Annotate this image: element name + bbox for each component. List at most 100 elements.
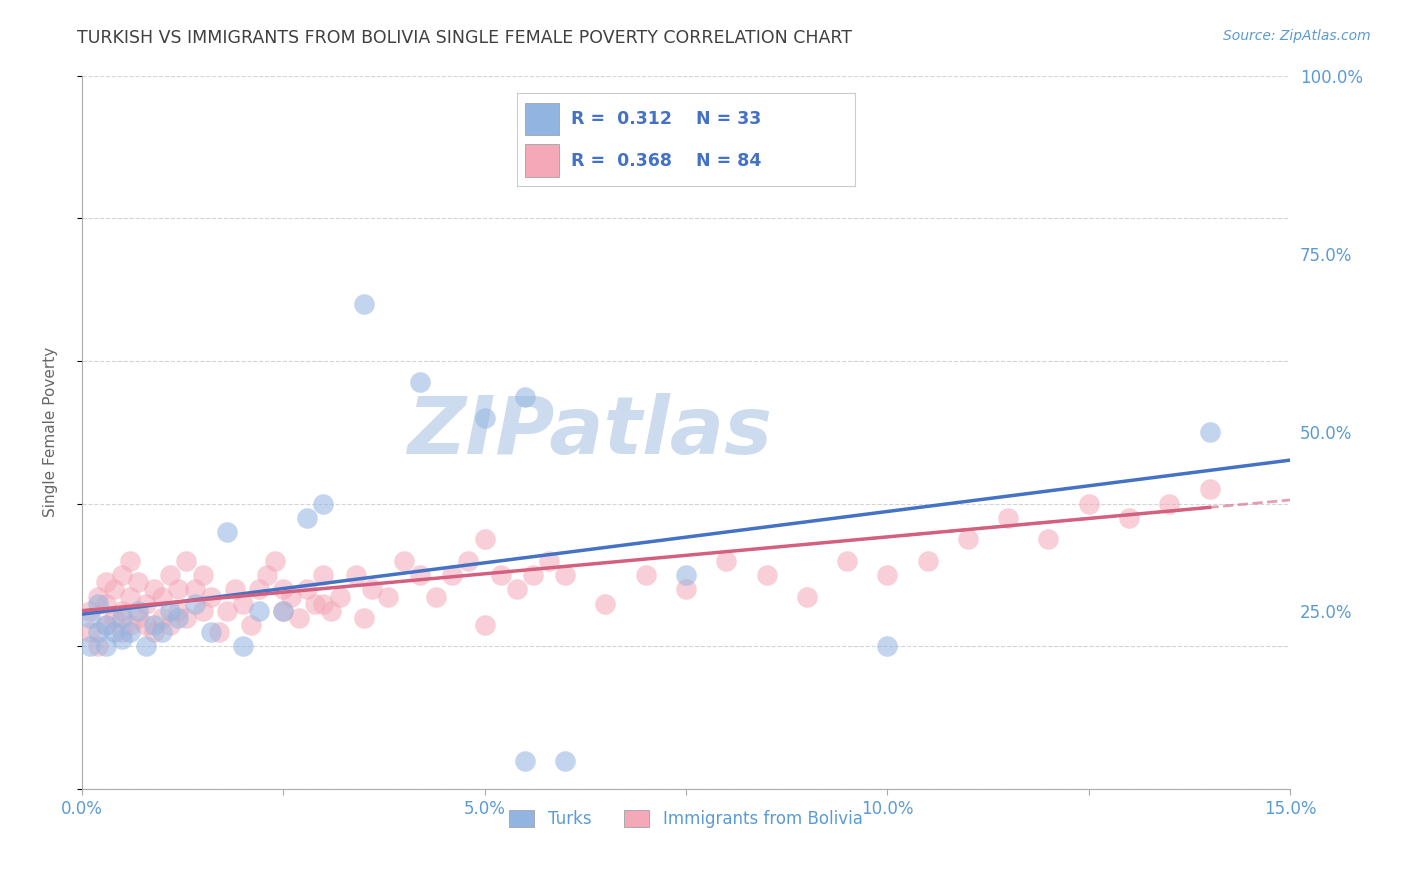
Point xyxy=(120,554,142,568)
Point xyxy=(200,590,222,604)
Point xyxy=(120,590,142,604)
Point xyxy=(120,618,142,632)
Point xyxy=(634,568,657,582)
Point xyxy=(200,625,222,640)
Point xyxy=(159,618,181,632)
Point xyxy=(232,597,254,611)
Point xyxy=(135,640,157,654)
Point xyxy=(522,568,544,582)
Point xyxy=(127,611,149,625)
Point xyxy=(208,625,231,640)
Point xyxy=(755,568,778,582)
Point xyxy=(956,533,979,547)
Point xyxy=(271,604,294,618)
Point xyxy=(409,568,432,582)
Point xyxy=(94,640,117,654)
Point xyxy=(457,554,479,568)
Point xyxy=(111,632,134,647)
Point xyxy=(675,568,697,582)
Point xyxy=(135,618,157,632)
Point xyxy=(143,582,166,597)
Point xyxy=(239,618,262,632)
Point xyxy=(876,640,898,654)
Point xyxy=(79,625,101,640)
Point xyxy=(111,611,134,625)
Point xyxy=(474,533,496,547)
Y-axis label: Single Female Poverty: Single Female Poverty xyxy=(44,347,58,517)
Point xyxy=(271,604,294,618)
Point xyxy=(537,554,560,568)
Point xyxy=(312,568,335,582)
Point xyxy=(506,582,529,597)
Point xyxy=(135,597,157,611)
Point xyxy=(554,754,576,768)
Point xyxy=(297,511,319,525)
Point xyxy=(256,568,278,582)
Point xyxy=(87,597,110,611)
Point xyxy=(1118,511,1140,525)
Point xyxy=(143,625,166,640)
Point xyxy=(159,568,181,582)
Point xyxy=(191,568,214,582)
Point xyxy=(595,169,617,183)
Point xyxy=(595,597,617,611)
Point xyxy=(796,590,818,604)
Point xyxy=(474,618,496,632)
Text: Source: ZipAtlas.com: Source: ZipAtlas.com xyxy=(1223,29,1371,43)
Point xyxy=(312,497,335,511)
Point xyxy=(103,625,125,640)
Point xyxy=(1038,533,1060,547)
Point xyxy=(94,575,117,590)
Point xyxy=(392,554,415,568)
Point xyxy=(513,754,536,768)
Point xyxy=(344,568,367,582)
Point xyxy=(94,618,117,632)
Point xyxy=(111,604,134,618)
Point xyxy=(232,640,254,654)
Point xyxy=(167,604,190,618)
Point xyxy=(997,511,1019,525)
Point xyxy=(513,390,536,404)
Point xyxy=(79,604,101,618)
Point xyxy=(425,590,447,604)
Point xyxy=(247,582,270,597)
Text: ZIPatlas: ZIPatlas xyxy=(406,393,772,471)
Point xyxy=(150,590,173,604)
Point xyxy=(876,568,898,582)
Point xyxy=(143,618,166,632)
Point xyxy=(1077,497,1099,511)
Point xyxy=(183,597,205,611)
Point xyxy=(297,582,319,597)
Point xyxy=(1198,483,1220,497)
Point xyxy=(87,640,110,654)
Point xyxy=(321,604,343,618)
Point xyxy=(159,604,181,618)
Point xyxy=(441,568,464,582)
Point xyxy=(167,582,190,597)
Point xyxy=(150,611,173,625)
Point xyxy=(183,582,205,597)
Point xyxy=(280,590,302,604)
Point xyxy=(835,554,858,568)
Text: TURKISH VS IMMIGRANTS FROM BOLIVIA SINGLE FEMALE POVERTY CORRELATION CHART: TURKISH VS IMMIGRANTS FROM BOLIVIA SINGL… xyxy=(77,29,852,46)
Point xyxy=(474,411,496,425)
Point xyxy=(288,611,311,625)
Point xyxy=(120,625,142,640)
Point xyxy=(312,597,335,611)
Point xyxy=(1159,497,1181,511)
Point xyxy=(176,554,198,568)
Point xyxy=(1198,425,1220,440)
Point xyxy=(215,604,238,618)
Point xyxy=(87,625,110,640)
Point xyxy=(360,582,382,597)
Point xyxy=(103,582,125,597)
Point xyxy=(79,640,101,654)
Point xyxy=(150,625,173,640)
Legend: Turks, Immigrants from Bolivia: Turks, Immigrants from Bolivia xyxy=(502,803,869,834)
Point xyxy=(489,568,512,582)
Point xyxy=(409,376,432,390)
Point xyxy=(94,597,117,611)
Point xyxy=(191,604,214,618)
Point xyxy=(111,625,134,640)
Point xyxy=(675,582,697,597)
